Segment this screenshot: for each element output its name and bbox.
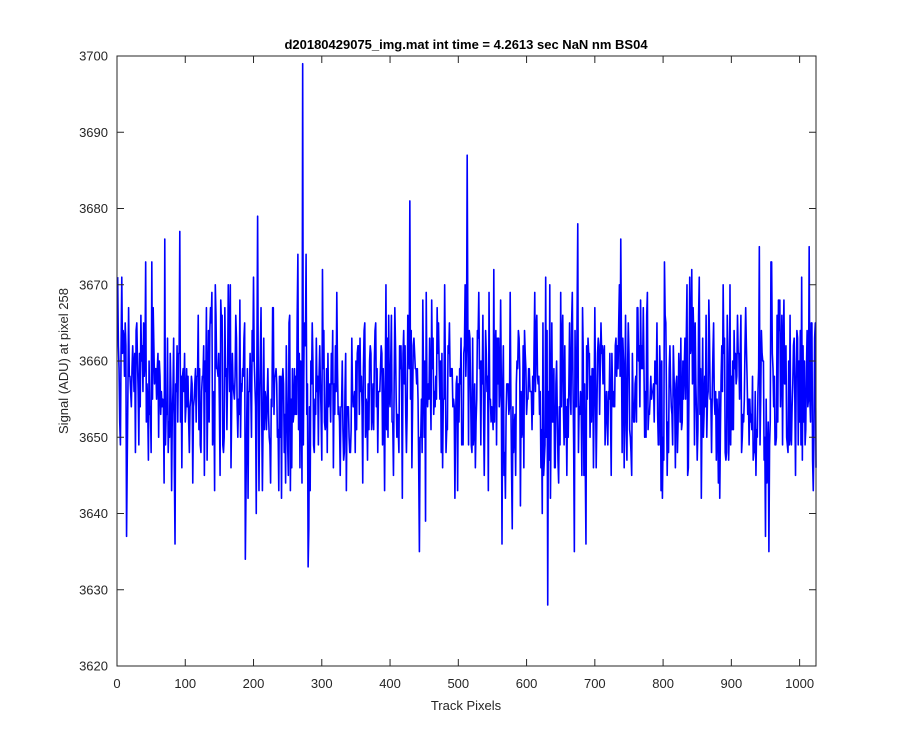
y-tick-label: 3690: [79, 125, 108, 140]
x-tick-label: 600: [516, 676, 538, 691]
x-tick-label: 100: [174, 676, 196, 691]
signal-series-line: [116, 62, 817, 606]
x-axis-label: Track Pixels: [431, 698, 502, 713]
x-tick-label: 1000: [785, 676, 814, 691]
x-tick-label: 900: [721, 676, 743, 691]
y-tick-label: 3660: [79, 354, 108, 369]
chart-title: d20180429075_img.mat int time = 4.2613 s…: [284, 37, 648, 52]
y-tick-label: 3670: [79, 277, 108, 292]
y-tick-label: 3630: [79, 582, 108, 597]
x-axis-ticks: 0 100 200 300 400 500 600 700 800 900 1000: [113, 56, 814, 691]
x-tick-label: 800: [652, 676, 674, 691]
x-tick-label: 300: [311, 676, 333, 691]
y-tick-label: 3620: [79, 659, 108, 674]
x-tick-label: 500: [447, 676, 469, 691]
x-tick-label: 700: [584, 676, 606, 691]
x-tick-label: 200: [243, 676, 265, 691]
y-axis-ticks: 3620 3630 3640 3650 3660 3670 3680 3690 3700: [79, 49, 816, 674]
y-tick-label: 3680: [79, 201, 108, 216]
x-tick-label: 400: [379, 676, 401, 691]
y-tick-label: 3650: [79, 430, 108, 445]
y-tick-label: 3700: [79, 49, 108, 64]
y-tick-label: 3640: [79, 506, 108, 521]
y-axis-label: Signal (ADU) at pixel 258: [56, 288, 71, 434]
x-tick-label: 0: [113, 676, 120, 691]
